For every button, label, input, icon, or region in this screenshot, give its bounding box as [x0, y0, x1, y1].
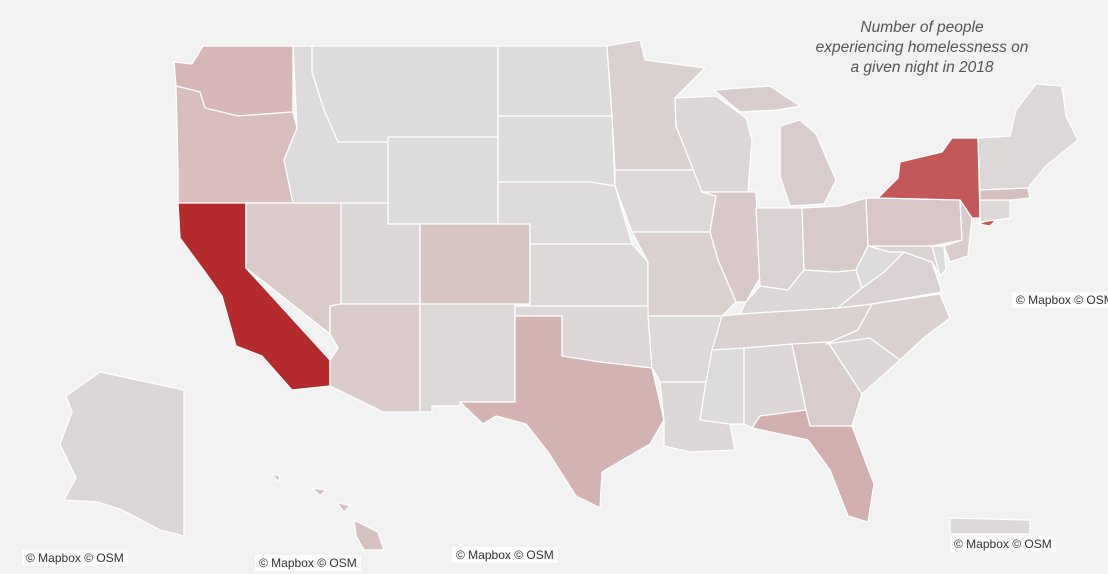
attribution-alaska[interactable]: © Mapbox © OSM: [22, 550, 128, 566]
state-KS[interactable]: [529, 243, 649, 307]
map-title: Number of people experiencing homelessne…: [800, 18, 1044, 78]
attribution-puerto-rico[interactable]: © Mapbox © OSM: [950, 536, 1056, 552]
state-OH[interactable]: [801, 197, 869, 273]
state-DE[interactable]: [931, 245, 947, 277]
state-CO[interactable]: [419, 223, 531, 305]
state-NM[interactable]: [419, 303, 516, 413]
attribution-hawaii[interactable]: © Mapbox © OSM: [255, 555, 361, 571]
map-title-line-3: a given night in 2018: [850, 59, 994, 76]
state-MA[interactable]: [979, 187, 1031, 201]
state-TX[interactable]: [459, 315, 665, 509]
state-SD[interactable]: [497, 115, 616, 187]
state-PA[interactable]: [865, 197, 963, 247]
state-MI[interactable]: [713, 85, 837, 207]
state-WY[interactable]: [387, 136, 499, 225]
attribution-inset[interactable]: © Mapbox © OSM: [452, 547, 558, 563]
map-title-line-1: Number of people: [860, 19, 984, 36]
state-NY[interactable]: [877, 137, 1001, 227]
state-MT[interactable]: [311, 45, 499, 143]
attribution-main[interactable]: © Mapbox © OSM: [1012, 292, 1108, 308]
state-IN[interactable]: [755, 207, 805, 291]
state-PR[interactable]: [949, 517, 1031, 535]
state-AK[interactable]: [59, 371, 185, 537]
map-title-line-2: experiencing homelessness on: [815, 39, 1029, 56]
state-HI[interactable]: [271, 473, 385, 551]
state-NEW_ENGLAND[interactable]: [977, 83, 1079, 223]
state-FL[interactable]: [751, 409, 875, 523]
state-AZ[interactable]: [329, 303, 421, 413]
state-ND[interactable]: [497, 45, 613, 117]
state-WI[interactable]: [674, 95, 753, 193]
